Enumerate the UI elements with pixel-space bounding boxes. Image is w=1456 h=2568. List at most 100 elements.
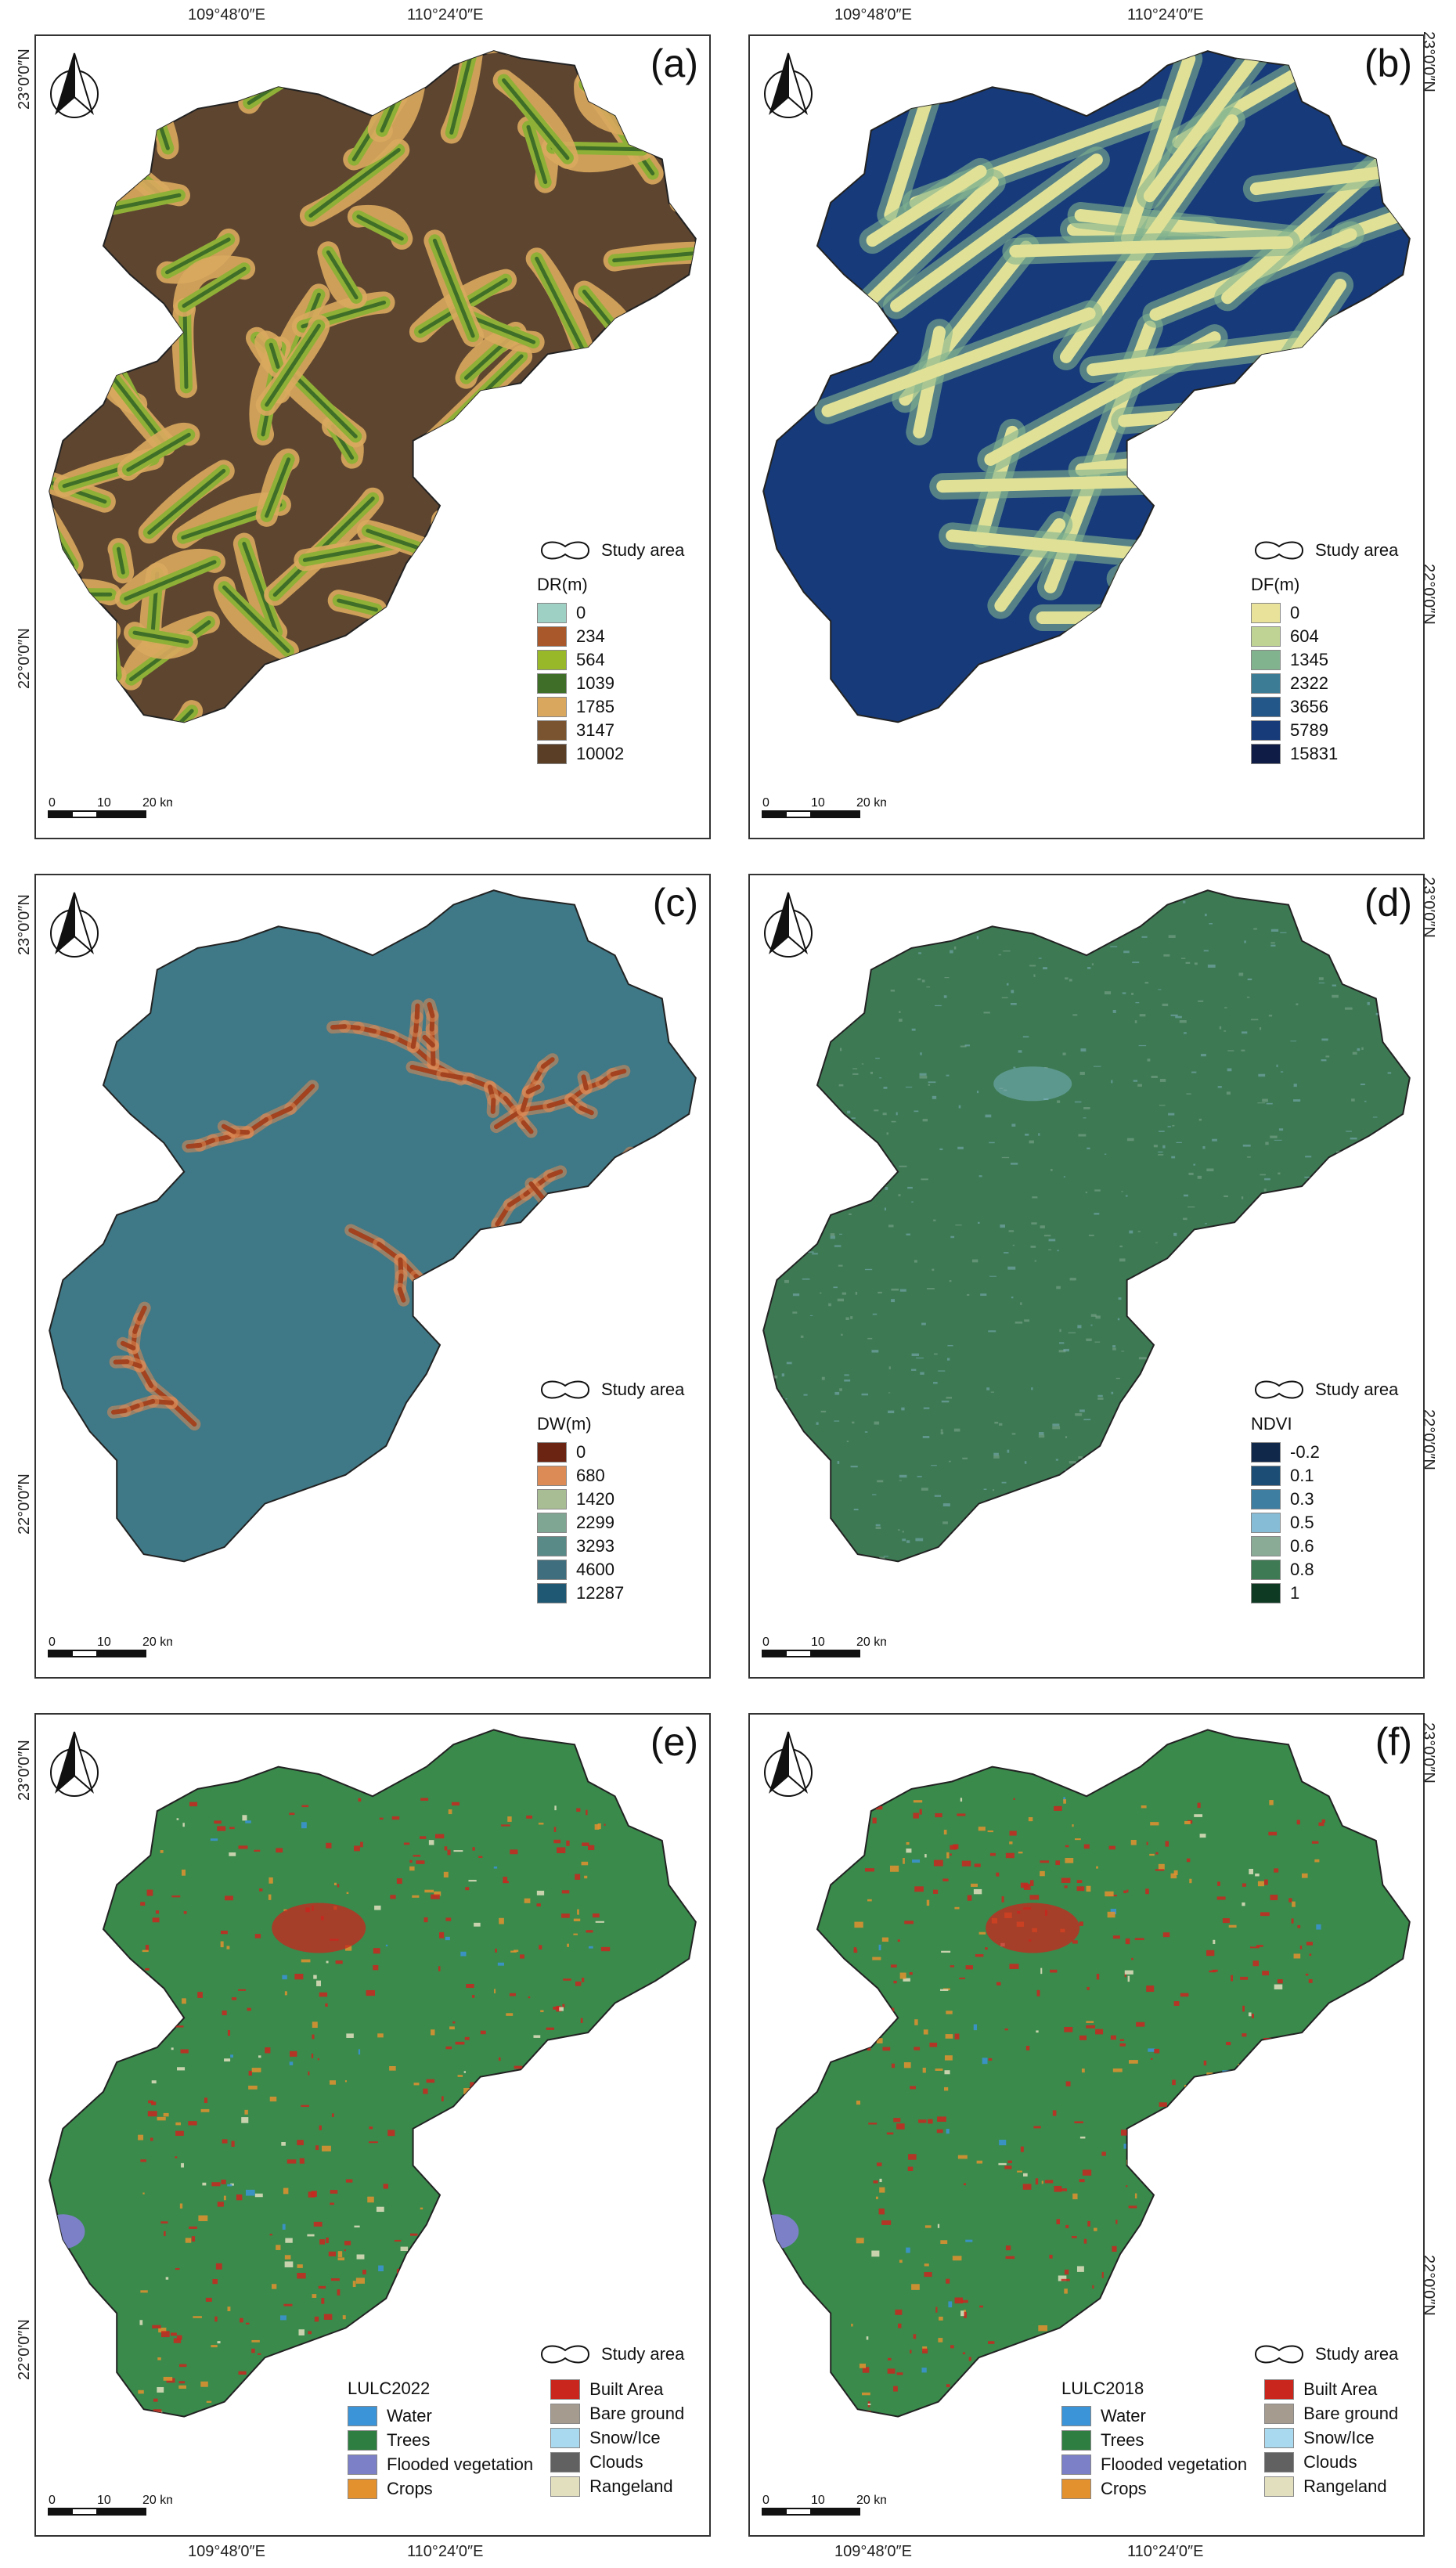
legend-entry: Clouds — [1264, 2450, 1398, 2474]
panel-label-c: (c) — [652, 881, 698, 925]
north-arrow-icon — [764, 52, 813, 118]
legend-entry: 2299 — [537, 1511, 684, 1535]
legend-value: 1345 — [1290, 650, 1328, 669]
legend-entry: 3656 — [1251, 695, 1398, 719]
scale-label: 0 — [762, 2494, 769, 2507]
legend-entry: 0.3 — [1251, 1488, 1398, 1511]
legend-entry: 0 — [537, 1441, 684, 1464]
legend-value: 0 — [576, 603, 586, 622]
legend-swatch — [537, 1536, 567, 1556]
legend-swatch — [550, 2451, 581, 2472]
legend-swatch — [1264, 2427, 1295, 2448]
legend-value: 15831 — [1290, 744, 1339, 763]
legend-entry: 0 — [1251, 601, 1398, 625]
legend-entry: 680 — [537, 1464, 684, 1488]
coord-bottom-e2: 110°24′0″E — [407, 2543, 484, 2560]
map-panel-f: (f) 0 10 20 km Study area LULC2018 Water Trees F… — [748, 1713, 1425, 2537]
legend-entry: 564 — [537, 648, 684, 672]
coord-top-b1: 109°48′0″E — [834, 6, 912, 23]
legend-value: 2322 — [1290, 673, 1328, 693]
study-area-legend: Study area — [1251, 2341, 1398, 2368]
scale-label: 10 — [97, 796, 111, 810]
legend-entry: 1 — [1251, 1582, 1398, 1605]
legend-value: 10002 — [576, 744, 625, 763]
coord-bottom-f1: 109°48′0″E — [834, 2543, 912, 2560]
legend-b: Study area DF(m) 0 604 1345 2322 3656 5789 15831 — [1251, 537, 1398, 766]
legend-swatch — [1251, 1583, 1281, 1603]
legend-title: DW(m) — [537, 1414, 592, 1434]
scale-label: 20 km — [856, 1636, 886, 1649]
legend-class-name: Built Area — [589, 2379, 664, 2399]
panel-label-f: (f) — [1375, 1720, 1412, 1764]
lulc-legend-f: LULC2018 Water Trees Flooded vegetation Crop… — [1061, 2379, 1415, 2501]
coord-left-22-row2: 22°0′0″N — [16, 1473, 33, 1535]
legend-swatch — [1061, 2405, 1091, 2426]
legend-value: 3293 — [576, 1536, 614, 1556]
legend-swatch — [1061, 2429, 1091, 2451]
legend-entry: 10002 — [537, 742, 684, 766]
legend-class-name: Flooded vegetation — [1101, 2454, 1248, 2474]
legend-value: 1785 — [576, 697, 614, 716]
legend-swatch — [550, 2476, 581, 2497]
map-panel-a: (a) 0 10 20 km Study area DR(m) 0 234 564 1039 178… — [34, 34, 711, 839]
legend-value: 234 — [576, 626, 605, 646]
legend-class-name: Flooded vegetation — [387, 2454, 534, 2474]
legend-title: DF(m) — [1251, 575, 1300, 594]
coord-left-23-row1: 23°0′0″N — [16, 49, 33, 110]
north-arrow-icon — [50, 1731, 99, 1797]
legend-swatch — [1061, 2454, 1091, 2475]
legend-class-name: Crops — [387, 2478, 433, 2498]
legend-entry: 1039 — [537, 672, 684, 695]
legend-value: 1039 — [576, 673, 614, 693]
map-a — [49, 50, 697, 723]
study-area-f — [762, 1729, 1411, 2418]
legend-class-name: Clouds — [1303, 2451, 1357, 2472]
study-area-label: Study area — [1315, 540, 1399, 560]
legend-value: 3147 — [576, 720, 614, 740]
study-area-symbol-icon — [540, 2345, 590, 2364]
scale-label: 20 km — [142, 2494, 172, 2507]
legend-swatch — [537, 1513, 567, 1533]
legend-entry: Flooded vegetation — [348, 2452, 533, 2476]
legend-swatch — [1251, 650, 1281, 670]
legend-swatch — [537, 626, 567, 647]
legend-swatch — [1264, 2403, 1295, 2424]
legend-swatch — [537, 720, 567, 741]
scale-bar: 0 10 20 km — [762, 2494, 886, 2516]
legend-swatch — [348, 2429, 377, 2451]
map-b — [762, 50, 1411, 723]
legend-entry: 0.6 — [1251, 1535, 1398, 1558]
legend-swatch — [1251, 1442, 1281, 1463]
legend-swatch — [1251, 1466, 1281, 1486]
study-area-symbol-icon — [1254, 541, 1304, 560]
legend-entry: 1345 — [1251, 648, 1398, 672]
scale-label: 20 km — [856, 2494, 886, 2507]
scale-bar: 0 10 20 km — [48, 1636, 172, 1657]
scale-label: 20 km — [142, 1636, 172, 1649]
study-area-symbol-icon — [1254, 2345, 1304, 2364]
legend-swatch — [1251, 1560, 1281, 1580]
legend-swatch — [550, 2403, 581, 2424]
legend-swatch — [348, 2405, 377, 2426]
legend-value: 0 — [1290, 603, 1300, 622]
legend-swatch — [1061, 2478, 1091, 2499]
legend-entry: 604 — [1251, 625, 1398, 648]
legend-entry: 3293 — [537, 1535, 684, 1558]
legend-entry: Clouds — [550, 2450, 684, 2474]
legend-entry: 15831 — [1251, 742, 1398, 766]
legend-value: 2299 — [576, 1513, 614, 1532]
scale-label: 10 — [811, 1636, 825, 1649]
legend-title: LULC2022 — [348, 2379, 431, 2398]
legend-title: LULC2018 — [1061, 2379, 1144, 2398]
coord-left-23-row2: 23°0′0″N — [16, 894, 33, 955]
legend-value: 564 — [576, 650, 605, 669]
coord-top-a1: 109°48′0″E — [188, 6, 265, 23]
map-c — [49, 889, 697, 1563]
legend-swatch — [537, 1560, 567, 1580]
legend-entry: 1785 — [537, 695, 684, 719]
legend-value: 12287 — [576, 1583, 625, 1603]
legend-class-name: Water — [387, 2405, 432, 2426]
legend-swatch — [1251, 1536, 1281, 1556]
map-panel-b: (b) 0 10 20 km Study area DF(m) 0 604 1345 2322 36… — [748, 34, 1425, 839]
scale-label: 0 — [49, 2494, 56, 2507]
